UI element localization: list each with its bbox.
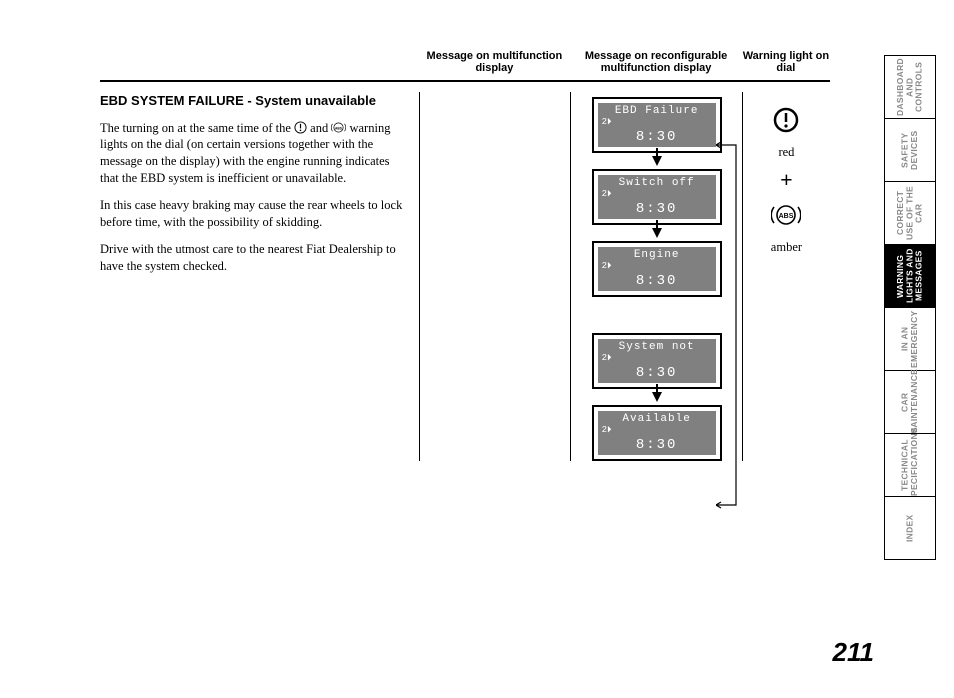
lcd-time: 8:30 xyxy=(602,438,712,453)
warning-exclaim-icon xyxy=(772,106,800,138)
tab-maintenance[interactable]: CAR MAINTENANCE xyxy=(884,370,936,434)
tab-dashboard[interactable]: DASHBOARD AND CONTROLS xyxy=(884,55,936,119)
header-multifunction: Message on multifunction display xyxy=(418,50,570,74)
section-heading: EBD SYSTEM FAILURE - System unavailable xyxy=(100,92,404,110)
tab-warning-lights[interactable]: WARNING LIGHTS AND MESSAGES xyxy=(884,244,936,308)
tab-correct-use[interactable]: CORRECT USE OF THE CAR xyxy=(884,181,936,245)
tab-specifications[interactable]: TECHNICAL SPECIFICATIONS xyxy=(884,433,936,497)
warning-color-amber: amber xyxy=(771,240,802,255)
abs-icon: ABS xyxy=(331,121,346,134)
arrow-down-icon xyxy=(652,156,662,166)
svg-text:ABS: ABS xyxy=(779,213,794,220)
page-number: 211 xyxy=(833,637,874,668)
warning-color-red: red xyxy=(778,145,794,160)
lcd-line2: 2⏵ xyxy=(602,426,712,436)
reconfigurable-column: EBD Failure 2⏵ 8:30 Switch off 2⏵ 8:30 E… xyxy=(570,92,741,461)
arrow-down-icon xyxy=(652,392,662,402)
lcd-display: Available 2⏵ 8:30 xyxy=(592,405,722,461)
header-warning-light: Warning light on dial xyxy=(742,50,830,74)
lcd-time: 8:30 xyxy=(602,274,712,289)
tab-emergency[interactable]: IN AN EMERGENCY xyxy=(884,307,936,371)
lcd-time: 8:30 xyxy=(602,366,712,381)
lcd-line1: System not xyxy=(602,341,712,353)
content-row: EBD SYSTEM FAILURE - System unavailable … xyxy=(100,82,830,461)
lcd-display: Switch off 2⏵ 8:30 xyxy=(592,169,722,225)
paragraph-1: The turning on at the same time of the a… xyxy=(100,120,404,188)
paragraph-2: In this case heavy braking may cause the… xyxy=(100,197,404,231)
section-tabs: DASHBOARD AND CONTROLS SAFETY DEVICES CO… xyxy=(884,55,936,559)
lcd-display: EBD Failure 2⏵ 8:30 xyxy=(592,97,722,153)
manual-page: Message on multifunction display Message… xyxy=(0,0,954,698)
lcd-time: 8:30 xyxy=(602,130,712,145)
lcd-line1: EBD Failure xyxy=(602,105,712,117)
lcd-time: 8:30 xyxy=(602,202,712,217)
paragraph-3: Drive with the utmost care to the neares… xyxy=(100,241,404,275)
description-column: EBD SYSTEM FAILURE - System unavailable … xyxy=(100,92,419,461)
lcd-line2: 2⏵ xyxy=(602,262,712,272)
tab-safety[interactable]: SAFETY DEVICES xyxy=(884,118,936,182)
multifunction-column xyxy=(419,92,571,461)
lcd-line2: 2⏵ xyxy=(602,190,712,200)
plus-symbol: + xyxy=(780,167,793,193)
lcd-display: System not 2⏵ 8:30 xyxy=(592,333,722,389)
lcd-line2: 2⏵ xyxy=(602,354,712,364)
warning-light-column: red + ABS amber xyxy=(742,92,830,461)
lcd-display: Engine 2⏵ 8:30 xyxy=(592,241,722,297)
lcd-line1: Switch off xyxy=(602,177,712,189)
svg-text:ABS: ABS xyxy=(335,126,343,130)
arrow-down-icon xyxy=(652,228,662,238)
header-reconfigurable: Message on reconfigurable multifunction … xyxy=(570,50,741,74)
warning-abs-icon: ABS xyxy=(771,201,801,233)
exclaim-icon xyxy=(294,121,307,134)
lcd-line1: Engine xyxy=(602,249,712,261)
column-headers: Message on multifunction display Message… xyxy=(100,50,830,82)
lcd-line1: Available xyxy=(602,413,712,425)
tab-index[interactable]: INDEX xyxy=(884,496,936,560)
lcd-line2: 2⏵ xyxy=(602,118,712,128)
